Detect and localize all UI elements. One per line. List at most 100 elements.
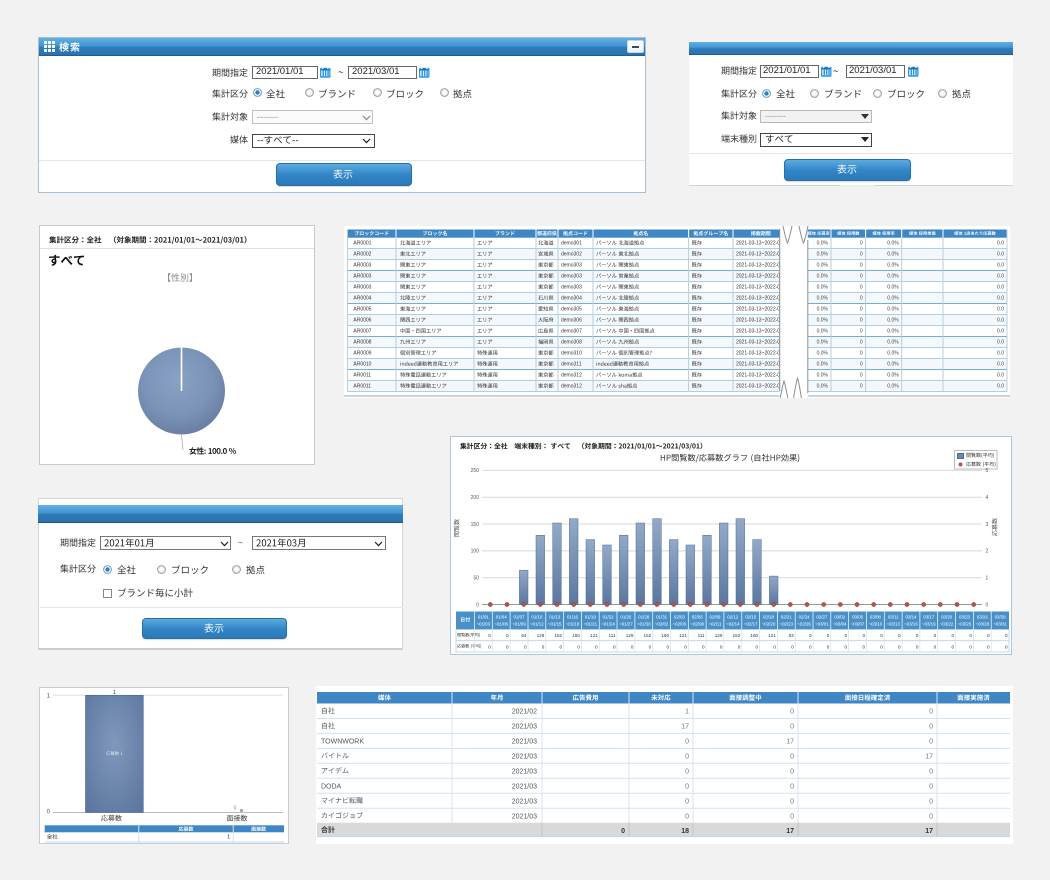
svg-text:03/05: 03/05 (852, 615, 864, 620)
svg-text:0: 0 (542, 644, 545, 649)
svg-text:~02/11: ~02/11 (708, 622, 722, 627)
svg-text:03/26: 03/26 (977, 615, 989, 620)
svg-text:0: 0 (929, 784, 933, 791)
svg-text:0.0%: 0.0% (887, 340, 899, 346)
svg-text:0: 0 (738, 644, 741, 649)
svg-text:~02/08: ~02/08 (690, 622, 704, 627)
svg-text:0: 0 (685, 784, 689, 791)
svg-text:AR0005: AR0005 (353, 307, 371, 313)
svg-text:250: 250 (471, 468, 480, 474)
svg-text:0: 0 (685, 769, 689, 776)
svg-text:~01/12: ~01/12 (530, 622, 544, 627)
svg-text:0: 0 (860, 252, 863, 258)
svg-text:AR0003: AR0003 (353, 263, 371, 269)
svg-text:0: 0 (702, 644, 705, 649)
svg-text:0.0%: 0.0% (887, 285, 899, 291)
svg-text:2021/03: 2021/03 (512, 798, 537, 805)
svg-text:03/20: 03/20 (941, 615, 953, 620)
svg-text:0.0: 0.0 (997, 285, 1004, 291)
svg-text:AR0006: AR0006 (353, 318, 371, 324)
svg-text:0: 0 (790, 769, 794, 776)
svg-text:~01/15: ~01/15 (548, 622, 562, 627)
svg-text:demo307: demo307 (561, 329, 582, 335)
svg-text:0: 0 (577, 644, 580, 649)
svg-text:0.0: 0.0 (997, 318, 1004, 324)
svg-text:0: 0 (845, 644, 848, 649)
svg-text:0: 0 (860, 274, 863, 280)
svg-text:2021-03-13~2022-0: 2021-03-13~2022-0 (736, 362, 780, 368)
svg-text:AR0007: AR0007 (353, 329, 371, 335)
svg-text:01/31: 01/31 (656, 615, 668, 620)
svg-text:0: 0 (685, 798, 689, 805)
svg-text:111: 111 (609, 633, 616, 638)
svg-text:01/16: 01/16 (567, 615, 579, 620)
svg-text:0: 0 (929, 813, 933, 820)
svg-text:0.0%: 0.0% (817, 252, 829, 258)
svg-text:0: 0 (860, 329, 863, 335)
svg-text:2021-03-13~2022-0: 2021-03-13~2022-0 (736, 318, 780, 324)
svg-text:0: 0 (916, 644, 919, 649)
svg-text:AR0010: AR0010 (353, 362, 371, 368)
svg-text:02/27: 02/27 (816, 615, 828, 620)
svg-text:17: 17 (786, 828, 794, 835)
svg-text:~03/13: ~03/13 (886, 622, 900, 627)
svg-text:2021-03-13~2022-0: 2021-03-13~2022-0 (736, 307, 780, 313)
svg-text:100: 100 (471, 549, 480, 555)
svg-text:0: 0 (929, 709, 933, 716)
svg-text:~03/25: ~03/25 (958, 622, 972, 627)
svg-text:0: 0 (987, 633, 990, 638)
svg-text:0: 0 (987, 644, 990, 649)
svg-text:03/29: 03/29 (995, 615, 1007, 620)
svg-text:0.0: 0.0 (997, 384, 1004, 390)
svg-text:~03/16: ~03/16 (904, 622, 918, 627)
svg-text:152: 152 (733, 633, 741, 638)
svg-text:0.0%: 0.0% (817, 340, 829, 346)
svg-text:0: 0 (809, 633, 812, 638)
svg-text:160: 160 (572, 633, 580, 638)
svg-text:152: 152 (644, 633, 652, 638)
svg-text:0: 0 (809, 644, 812, 649)
svg-text:~01/24: ~01/24 (601, 622, 615, 627)
svg-text:02/15: 02/15 (745, 615, 757, 620)
svg-text:demo311: demo311 (561, 362, 582, 368)
svg-text:200: 200 (471, 495, 480, 501)
svg-text:~03/22: ~03/22 (940, 622, 954, 627)
svg-text:0.0: 0.0 (997, 296, 1004, 302)
svg-text:~02/20: ~02/20 (762, 622, 776, 627)
svg-text:0: 0 (685, 813, 689, 820)
svg-text:0: 0 (860, 340, 863, 346)
svg-text:0: 0 (934, 644, 937, 649)
svg-text:0: 0 (862, 633, 865, 638)
svg-text:111: 111 (698, 633, 705, 638)
svg-text:0: 0 (862, 644, 865, 649)
svg-text:2021-03-13~2022-0: 2021-03-13~2022-0 (736, 241, 780, 247)
svg-text:~02/02: ~02/02 (655, 622, 669, 627)
svg-text:1: 1 (47, 694, 51, 700)
svg-text:02/21: 02/21 (781, 615, 793, 620)
svg-text:0: 0 (898, 633, 901, 638)
svg-text:0.0%: 0.0% (887, 263, 899, 269)
svg-text:0.0%: 0.0% (817, 373, 829, 379)
svg-text:~02/05: ~02/05 (673, 622, 687, 627)
svg-text:0: 0 (860, 307, 863, 313)
svg-text:0: 0 (860, 373, 863, 379)
svg-text:0: 0 (488, 644, 491, 649)
svg-text:0: 0 (929, 739, 933, 746)
svg-text:2021-03-13~2022-0: 2021-03-13~2022-0 (736, 296, 780, 302)
svg-text:2021/03: 2021/03 (512, 724, 537, 731)
svg-text:0: 0 (860, 263, 863, 269)
svg-text:0: 0 (476, 602, 479, 608)
svg-text:1: 1 (986, 576, 989, 582)
svg-text:0: 0 (621, 828, 625, 835)
svg-text:0: 0 (986, 602, 989, 608)
svg-text:0.0: 0.0 (997, 373, 1004, 379)
svg-text:AR0011: AR0011 (353, 373, 371, 379)
svg-text:~01/30: ~01/30 (637, 622, 651, 627)
svg-text:17: 17 (681, 724, 689, 731)
svg-text:AR0001: AR0001 (353, 241, 371, 247)
svg-text:0: 0 (860, 285, 863, 291)
svg-text:01/10: 01/10 (531, 615, 543, 620)
svg-text:~01/03: ~01/03 (477, 622, 491, 627)
svg-text:0.0%: 0.0% (887, 318, 899, 324)
svg-text:121: 121 (679, 633, 687, 638)
